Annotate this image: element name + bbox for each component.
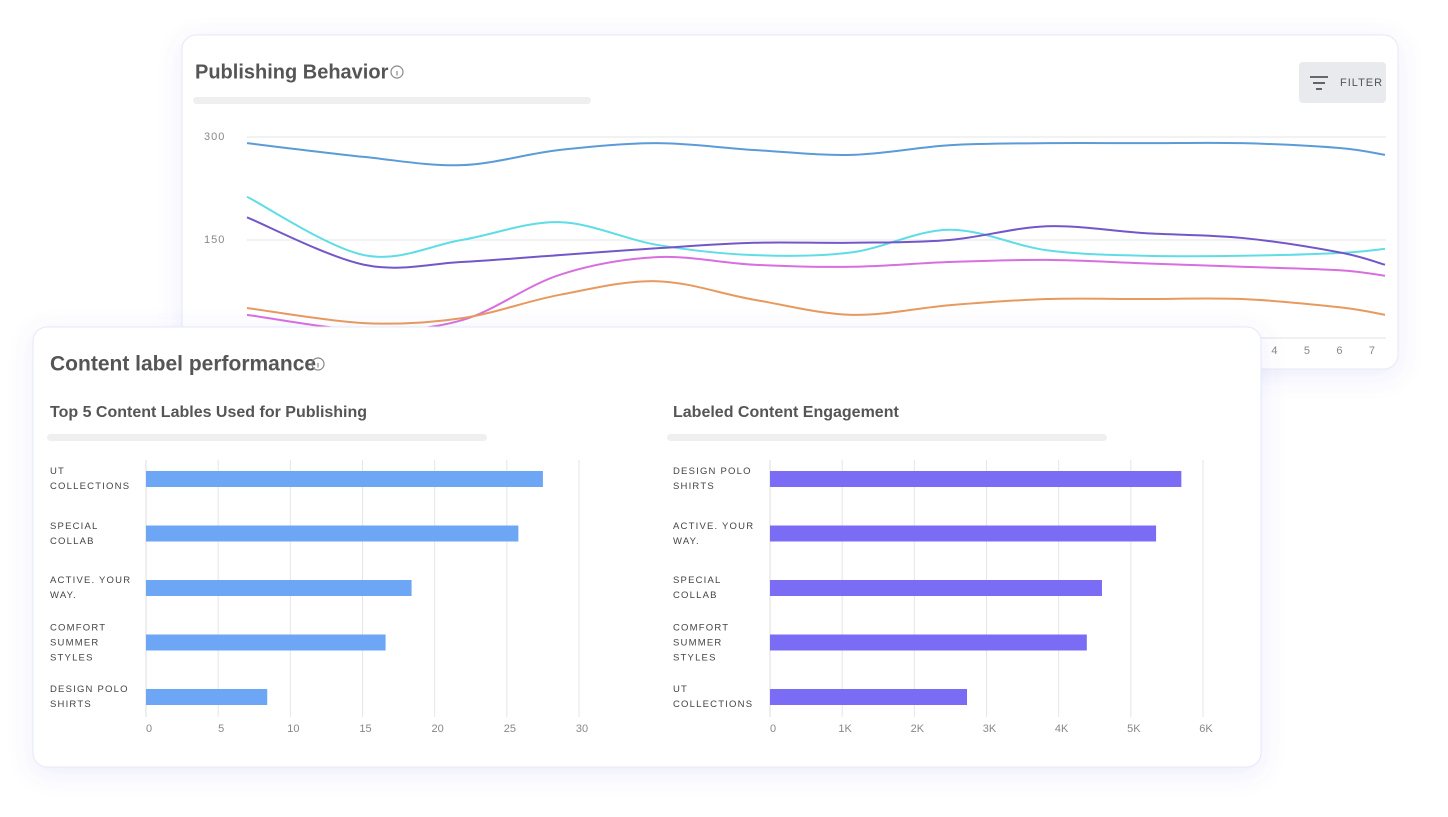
x-tick-label: 0: [770, 723, 776, 735]
card-title: Publishing Behavior: [195, 61, 389, 83]
placeholder: [667, 434, 1107, 441]
bar: [770, 689, 968, 705]
x-tick-label: 6K: [1199, 723, 1213, 735]
chart-title: Top 5 Content Lables Used for Publishing: [50, 404, 367, 421]
category-label: SPECIAL COLLAB: [50, 520, 99, 547]
placeholder: [193, 97, 591, 104]
bar: [146, 471, 543, 487]
category-label: COMFORT SUMMER STYLES: [50, 622, 107, 663]
x-tick-label: 1K: [838, 723, 852, 735]
placeholder: [47, 434, 487, 441]
x-tick-label: 4: [1271, 345, 1277, 357]
category-label: DESIGN POLO SHIRTS: [50, 684, 129, 710]
bar: [770, 580, 1102, 596]
y-tick-label: 150: [204, 234, 225, 246]
x-tick-label: 4K: [1055, 723, 1069, 735]
line-series: [246, 255, 1386, 332]
category-label: ACTIVE. YOUR WAY.: [50, 575, 132, 601]
category-label: SPECIAL COLLAB: [673, 575, 722, 601]
y-tick-label: 300: [204, 131, 225, 143]
x-tick-label: 10: [287, 723, 299, 735]
bar: [770, 634, 1087, 651]
filter-button[interactable]: FILTER: [1299, 62, 1386, 103]
line-series: [246, 195, 1386, 258]
bar: [146, 580, 412, 596]
line-series: [246, 141, 1386, 167]
line-series: [246, 216, 1386, 269]
x-tick-label: 5: [218, 723, 224, 735]
card: [181, 34, 1399, 370]
bar: [146, 689, 268, 705]
x-tick-label: 0: [146, 723, 152, 735]
x-tick-label: 2K: [911, 723, 925, 735]
info-icon: [311, 357, 325, 371]
bar: [146, 634, 386, 651]
category-label: UT COLLECTIONS: [673, 684, 754, 710]
button-bg[interactable]: [1299, 62, 1386, 103]
category-label: UT COLLECTIONS: [50, 466, 131, 492]
button-label[interactable]: FILTER: [1340, 77, 1383, 89]
x-tick-label: 25: [504, 723, 516, 735]
x-tick-label: 3K: [983, 723, 997, 735]
bar: [770, 471, 1182, 487]
section-title: Content label performance: [50, 353, 316, 376]
chart-title: Labeled Content Engagement: [673, 404, 899, 421]
x-tick-label: 6: [1336, 345, 1342, 357]
x-tick-label: 5K: [1127, 723, 1141, 735]
bar: [770, 525, 1157, 542]
x-tick-label: 15: [359, 723, 371, 735]
x-tick-label: 20: [432, 723, 444, 735]
x-tick-label: 30: [576, 723, 588, 735]
category-label: ACTIVE. YOUR WAY.: [673, 520, 755, 547]
info-icon: [390, 65, 404, 79]
category-label: COMFORT SUMMER STYLES: [673, 622, 730, 663]
x-tick-label: 7: [1369, 345, 1375, 357]
x-tick-label: 5: [1304, 345, 1310, 357]
bar: [146, 525, 519, 542]
category-label: DESIGN POLO SHIRTS: [673, 466, 752, 492]
line-series: [246, 280, 1386, 325]
